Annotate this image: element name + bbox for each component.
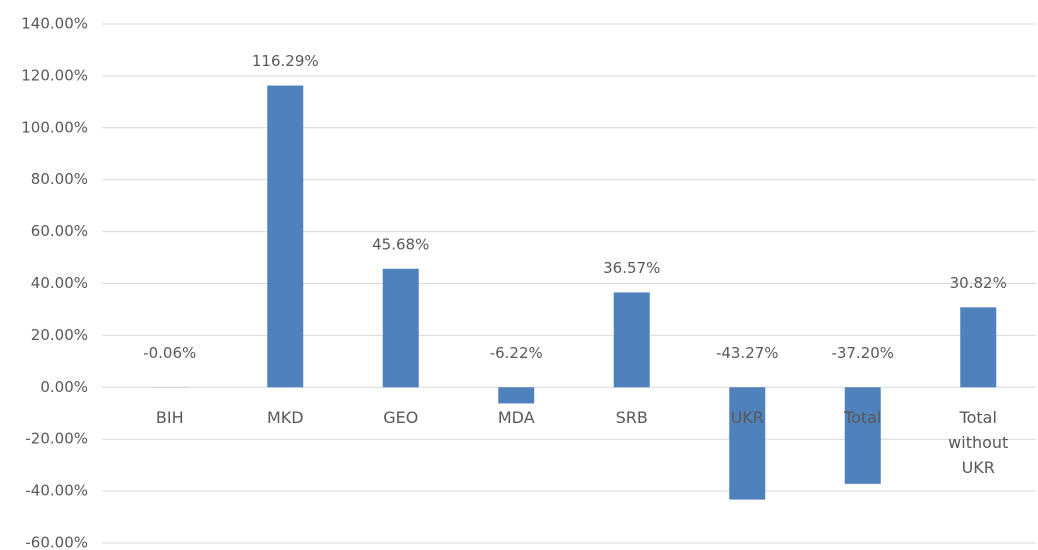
value-label: -0.06%: [143, 344, 196, 362]
x-tick-label: MDA: [497, 408, 535, 428]
y-tick-label: 20.00%: [31, 326, 88, 344]
bar: [382, 268, 419, 388]
y-tick-label: 140.00%: [21, 15, 88, 33]
y-tick-label: -60.00%: [25, 534, 88, 550]
value-label: 30.82%: [950, 274, 1007, 292]
x-tick-label: BIH: [155, 408, 184, 428]
x-tick-label: GEO: [383, 408, 419, 428]
bar: [729, 387, 766, 500]
value-label: -6.22%: [490, 344, 543, 362]
x-tick-label: SRB: [615, 408, 648, 428]
y-tick-label: 120.00%: [21, 66, 88, 84]
bar: [613, 292, 650, 388]
bar: [498, 387, 535, 404]
value-label: 36.57%: [603, 259, 660, 277]
bar: [844, 387, 881, 484]
value-label: -43.27%: [716, 344, 779, 362]
y-tick-label: -20.00%: [25, 430, 88, 448]
value-label: 116.29%: [252, 52, 319, 70]
x-tick-label: UKR: [730, 408, 764, 428]
value-label: 45.68%: [372, 235, 429, 253]
y-tick-label: 100.00%: [21, 118, 88, 136]
y-tick-label: 0.00%: [40, 378, 88, 396]
y-tick-label: 80.00%: [31, 170, 88, 188]
y-tick-label: -40.00%: [25, 482, 88, 500]
value-label: -37.20%: [831, 344, 894, 362]
x-tick-label: Total without UKR: [948, 408, 1009, 478]
y-tick-label: 40.00%: [31, 274, 88, 292]
x-tick-label: MKD: [266, 408, 304, 428]
x-tick-label: Total: [844, 408, 882, 428]
y-tick-label: 60.00%: [31, 222, 88, 240]
bar: [267, 85, 304, 388]
bar: [960, 307, 997, 388]
